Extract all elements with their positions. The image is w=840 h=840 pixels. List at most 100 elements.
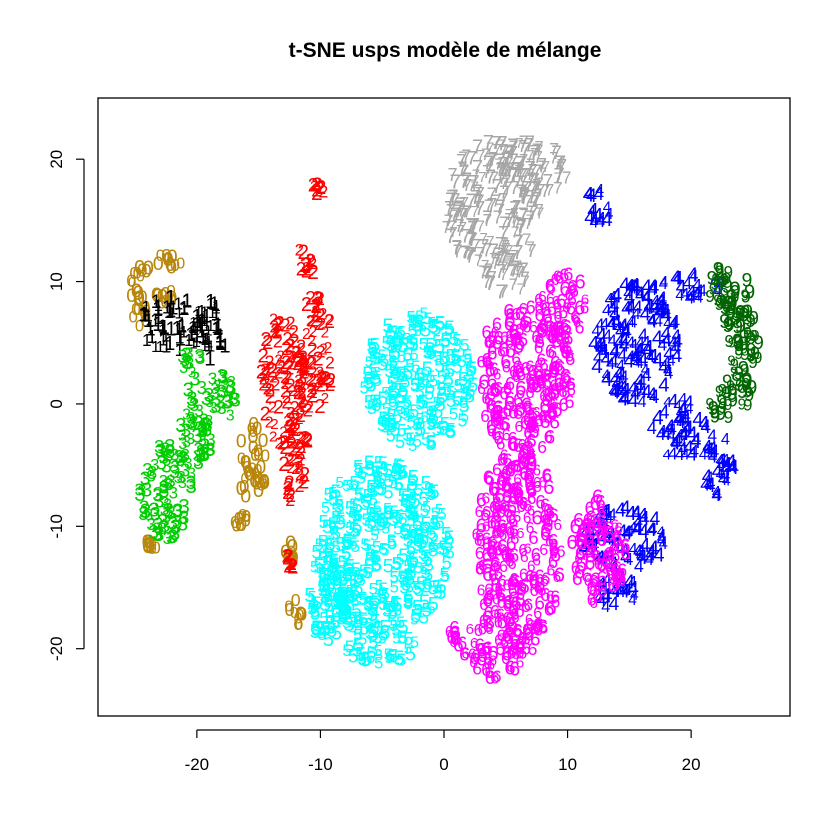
point-digit-2: 2 bbox=[294, 372, 303, 390]
point-digit-6: 6 bbox=[520, 413, 531, 434]
point-digit-4: 4 bbox=[685, 287, 695, 307]
point-digit-6: 6 bbox=[594, 577, 603, 596]
point-digit-2: 2 bbox=[302, 326, 311, 343]
point-digit-4: 4 bbox=[637, 546, 649, 569]
point-digit-7: 7 bbox=[471, 235, 481, 256]
point-digit-7: 7 bbox=[457, 205, 468, 227]
point-digit-6: 6 bbox=[494, 497, 504, 517]
point-digit-5: 5 bbox=[349, 505, 358, 522]
point-digit-5: 5 bbox=[425, 398, 435, 419]
point-digit-4: 4 bbox=[606, 355, 615, 373]
point-digit-5: 5 bbox=[382, 601, 393, 622]
point-digit-6: 6 bbox=[516, 579, 527, 601]
point-digit-3: 3 bbox=[196, 441, 206, 461]
point-digit-7: 7 bbox=[479, 231, 488, 248]
point-digit-5: 5 bbox=[370, 548, 379, 565]
point-digit-6: 6 bbox=[487, 656, 495, 673]
point-digit-4: 4 bbox=[663, 343, 673, 364]
point-digit-5: 5 bbox=[322, 546, 330, 563]
point-digit-9: 9 bbox=[744, 281, 755, 303]
point-digit-6: 6 bbox=[574, 562, 585, 584]
point-digit-6: 6 bbox=[540, 523, 551, 545]
point-digit-4: 4 bbox=[626, 278, 635, 297]
point-digit-1: 1 bbox=[191, 326, 202, 347]
point-digit-4: 4 bbox=[588, 199, 598, 220]
point-digit-5: 5 bbox=[369, 581, 378, 599]
point-digit-5: 5 bbox=[341, 543, 351, 564]
point-digit-4: 4 bbox=[649, 277, 660, 298]
point-digit-0: 0 bbox=[253, 461, 262, 480]
point-digit-7: 7 bbox=[510, 258, 521, 279]
point-digit-2: 2 bbox=[311, 182, 323, 205]
point-digit-9: 9 bbox=[730, 282, 741, 303]
point-digit-6: 6 bbox=[605, 560, 615, 580]
point-digit-3: 3 bbox=[193, 412, 204, 434]
point-digit-0: 0 bbox=[142, 533, 153, 556]
point-digit-2: 2 bbox=[286, 417, 296, 436]
point-digit-6: 6 bbox=[599, 518, 608, 536]
point-digit-6: 6 bbox=[526, 417, 537, 438]
point-digit-2: 2 bbox=[286, 405, 295, 422]
point-digit-4: 4 bbox=[722, 454, 732, 474]
point-digit-4: 4 bbox=[596, 325, 607, 347]
point-digit-9: 9 bbox=[719, 292, 727, 309]
point-digit-4: 4 bbox=[632, 306, 641, 323]
point-digit-9: 9 bbox=[715, 262, 725, 282]
point-digit-5: 5 bbox=[392, 460, 400, 477]
point-digit-6: 6 bbox=[545, 317, 555, 337]
point-digit-3: 3 bbox=[197, 420, 208, 442]
point-digit-6: 6 bbox=[509, 321, 521, 344]
point-digit-5: 5 bbox=[342, 478, 351, 495]
point-digit-5: 5 bbox=[397, 626, 407, 647]
point-digit-2: 2 bbox=[302, 260, 311, 277]
point-digit-6: 6 bbox=[555, 329, 565, 349]
point-digit-6: 6 bbox=[563, 295, 572, 313]
point-digit-4: 4 bbox=[646, 550, 655, 567]
point-digit-6: 6 bbox=[499, 404, 508, 423]
point-digit-5: 5 bbox=[358, 632, 367, 649]
point-digit-0: 0 bbox=[250, 444, 260, 465]
point-digit-6: 6 bbox=[490, 553, 499, 572]
point-digit-6: 6 bbox=[548, 530, 559, 552]
point-digit-6: 6 bbox=[552, 318, 563, 341]
point-digit-7: 7 bbox=[512, 242, 523, 264]
point-digit-5: 5 bbox=[414, 579, 424, 600]
point-digit-9: 9 bbox=[731, 288, 740, 306]
point-digit-6: 6 bbox=[553, 324, 564, 347]
point-digit-9: 9 bbox=[733, 304, 742, 322]
point-digit-0: 0 bbox=[235, 516, 244, 535]
point-digit-5: 5 bbox=[328, 517, 336, 534]
point-digit-6: 6 bbox=[527, 415, 535, 432]
point-digit-6: 6 bbox=[504, 314, 515, 336]
point-digit-6: 6 bbox=[517, 455, 526, 473]
point-digit-4: 4 bbox=[630, 349, 639, 367]
point-digit-6: 6 bbox=[506, 305, 515, 323]
point-digit-4: 4 bbox=[709, 441, 719, 462]
point-digit-1: 1 bbox=[191, 306, 202, 328]
point-digit-6: 6 bbox=[502, 487, 511, 506]
point-digit-6: 6 bbox=[468, 647, 477, 664]
point-digit-7: 7 bbox=[506, 159, 516, 179]
point-digit-6: 6 bbox=[560, 323, 571, 344]
point-digit-9: 9 bbox=[724, 397, 733, 414]
point-digit-4: 4 bbox=[650, 509, 661, 530]
point-digit-2: 2 bbox=[301, 294, 312, 316]
point-digit-6: 6 bbox=[614, 521, 623, 538]
point-digit-6: 6 bbox=[536, 350, 546, 370]
point-digit-1: 1 bbox=[165, 301, 176, 322]
point-digit-9: 9 bbox=[750, 342, 760, 363]
point-digit-7: 7 bbox=[504, 147, 514, 167]
point-digit-5: 5 bbox=[408, 504, 418, 524]
point-digit-5: 5 bbox=[411, 314, 422, 336]
point-digit-2: 2 bbox=[309, 324, 318, 341]
point-digit-5: 5 bbox=[467, 374, 479, 397]
point-digit-4: 4 bbox=[628, 592, 637, 609]
point-digit-5: 5 bbox=[435, 394, 446, 416]
point-digit-4: 4 bbox=[582, 530, 593, 552]
point-digit-5: 5 bbox=[390, 618, 399, 635]
point-digit-6: 6 bbox=[496, 523, 506, 542]
point-digit-5: 5 bbox=[324, 606, 336, 629]
point-digit-6: 6 bbox=[531, 420, 540, 437]
point-digit-6: 6 bbox=[533, 603, 542, 622]
point-digit-6: 6 bbox=[481, 491, 490, 508]
